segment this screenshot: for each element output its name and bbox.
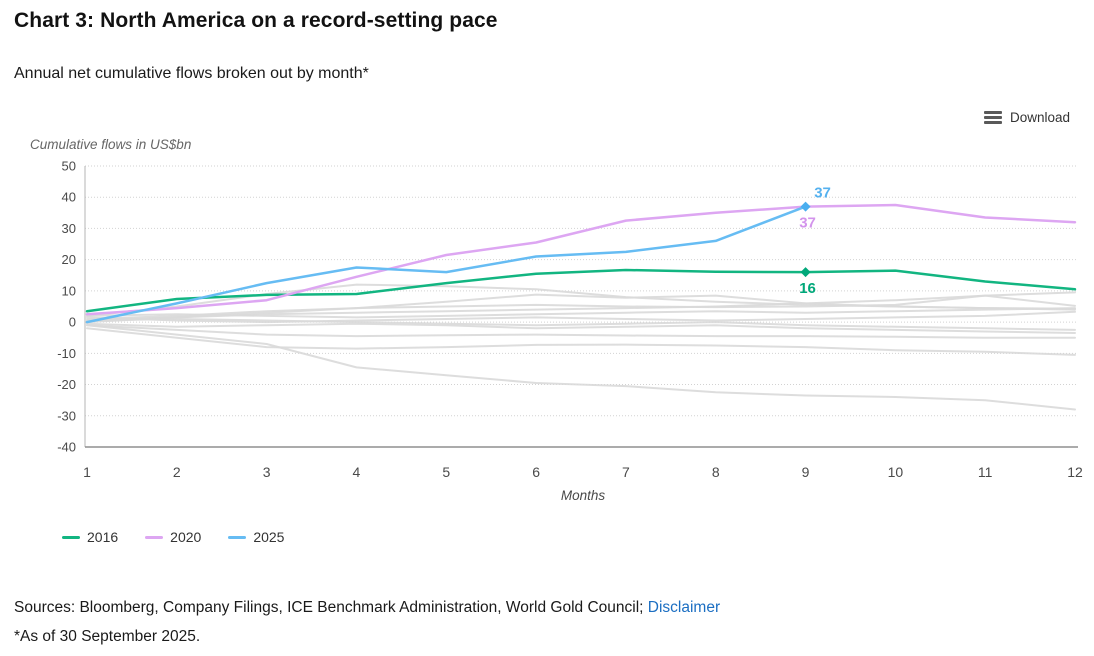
x-tick-label: 8 <box>712 464 720 480</box>
background-series-line-10 <box>86 307 1076 319</box>
chart-subtitle: Annual net cumulative flows broken out b… <box>14 65 369 82</box>
legend: 2016 2020 2025 <box>62 528 284 546</box>
page-title: Chart 3: North America on a record-setti… <box>14 9 498 32</box>
y-tick-label: 0 <box>69 315 76 330</box>
x-tick-label: 4 <box>353 464 361 480</box>
annotation-2016-16: 16 <box>799 280 816 297</box>
y-tick-label: 30 <box>62 221 76 236</box>
legend-item-2016[interactable]: 2016 <box>62 529 118 545</box>
x-tick-label: 7 <box>622 464 630 480</box>
background-series-line-4 <box>86 293 1076 324</box>
y-tick-label: 10 <box>62 283 76 298</box>
marker-2016 <box>800 267 811 278</box>
x-tick-label: 3 <box>263 464 271 480</box>
x-tick-label: 1 <box>83 464 91 480</box>
y-tick-label: -20 <box>57 377 76 392</box>
disclaimer-link[interactable]: Disclaimer <box>647 599 721 616</box>
y-tick-label: 50 <box>62 158 76 173</box>
x-tick-label: 6 <box>532 464 540 480</box>
legend-label: 2025 <box>253 529 285 545</box>
asof-note: *As of 30 September 2025. <box>14 628 201 645</box>
download-label: Download <box>1009 110 1070 125</box>
legend-swatch-2020 <box>145 535 164 539</box>
annotation-2020-37: 37 <box>799 215 816 232</box>
legend-label: 2020 <box>170 529 202 545</box>
x-tick-label: 11 <box>978 464 993 480</box>
sources-prefix: Sources: Bloomberg, Company Filings, ICE… <box>14 599 648 616</box>
sources-text: Sources: Bloomberg, Company Filings, ICE… <box>14 599 720 617</box>
x-tick-label: 5 <box>442 464 450 480</box>
background-series-line-9 <box>86 324 1076 411</box>
legend-item-2025[interactable]: 2025 <box>228 529 284 545</box>
x-tick-label: 9 <box>802 464 810 480</box>
x-tick-label: 2 <box>173 464 181 480</box>
legend-swatch-2016 <box>62 535 80 539</box>
x-tick-label: 10 <box>888 464 904 480</box>
background-series-line-2 <box>86 294 1076 320</box>
marker-2025 <box>800 201 811 212</box>
x-tick-label: 12 <box>1067 464 1083 480</box>
download-button[interactable]: Download <box>983 110 1070 125</box>
legend-item-2020[interactable]: 2020 <box>145 529 201 545</box>
x-axis-title: Months <box>560 488 606 503</box>
y-tick-label: 40 <box>62 190 76 205</box>
background-series-line-6 <box>86 322 1076 334</box>
background-series-line-11 <box>86 310 1076 324</box>
y-tick-label: 20 <box>62 252 76 267</box>
background-series-line-8 <box>86 327 1076 356</box>
background-series-line-5 <box>86 318 1076 331</box>
legend-swatch-2025 <box>228 535 247 539</box>
hamburger-icon <box>983 111 1002 124</box>
series-line-2025 <box>85 205 807 324</box>
y-tick-label: -10 <box>57 346 76 361</box>
series-line-2020 <box>85 203 1077 316</box>
y-tick-label: -40 <box>57 439 76 454</box>
y-axis-title: Cumulative flows in US$bn <box>30 137 192 152</box>
background-series-line-7 <box>86 324 1076 339</box>
series-line-2016 <box>85 268 1077 313</box>
annotation-2025-37: 37 <box>814 185 831 202</box>
y-tick-label: -30 <box>57 408 76 423</box>
legend-label: 2016 <box>87 529 119 545</box>
